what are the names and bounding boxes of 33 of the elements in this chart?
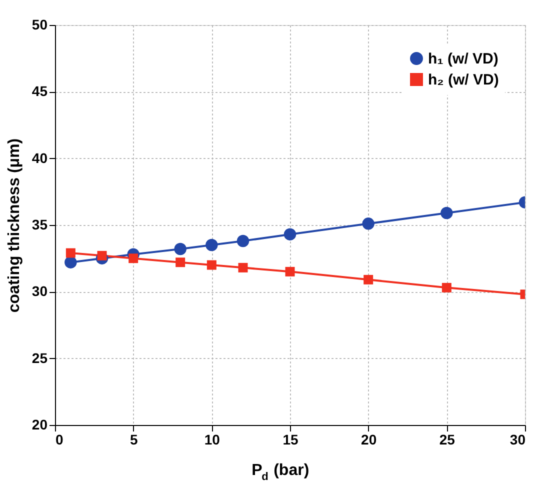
point — [128, 254, 138, 264]
x-tick-label: 10 — [204, 432, 220, 448]
point — [176, 258, 186, 268]
x-tick-label: 25 — [439, 432, 456, 448]
point — [285, 266, 295, 276]
point — [236, 234, 250, 248]
point — [64, 256, 77, 268]
y-tick-label: 35 — [32, 216, 48, 232]
y-tick-label: 30 — [32, 283, 48, 300]
point — [440, 206, 453, 220]
y-tick-label: 25 — [32, 350, 48, 366]
point — [364, 274, 374, 284]
point — [206, 238, 218, 252]
x-tick-label: 0 — [56, 432, 64, 448]
point — [174, 242, 186, 256]
legend-label: h₁ (w/ VD) — [428, 50, 498, 68]
y-axis-title: coating thickness (μm) — [6, 138, 23, 313]
point — [206, 260, 216, 270]
y-tick-label: 40 — [32, 150, 48, 166]
point — [66, 248, 76, 258]
x-tick-label: 30 — [510, 432, 526, 448]
y-tick-label: 45 — [32, 83, 48, 100]
y-tick-label: 50 — [32, 16, 48, 32]
point — [284, 228, 296, 240]
point — [97, 250, 107, 260]
point — [238, 262, 248, 272]
y-tick-label: 20 — [32, 416, 48, 432]
legend-label: h₂ (w/ VD) — [428, 72, 499, 88]
point — [442, 282, 452, 292]
x-tick-label: 5 — [130, 432, 138, 448]
x-tick-label: 20 — [361, 432, 377, 448]
point — [362, 218, 374, 230]
x-tick-label: 15 — [282, 432, 298, 448]
